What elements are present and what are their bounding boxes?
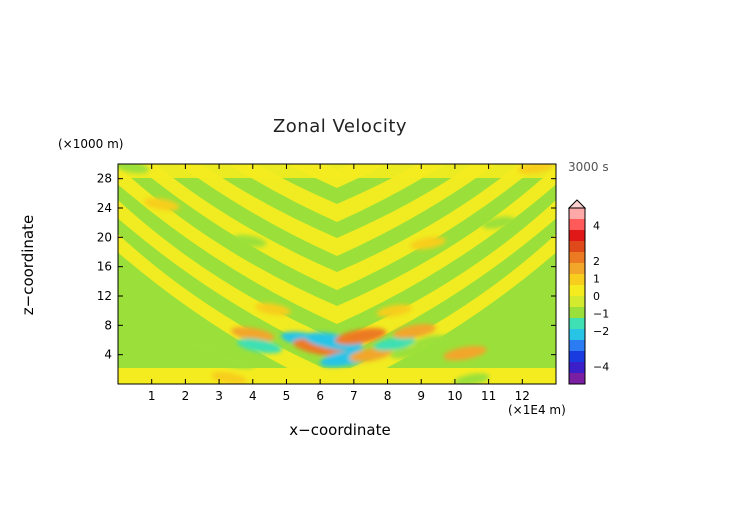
field-band: [337, 166, 556, 324]
velocity-cell: [216, 355, 256, 369]
x-tick-label: 3: [215, 389, 223, 403]
colorbar-segment: [569, 263, 585, 274]
velocity-cell: [392, 323, 437, 339]
y-tick-label: 24: [97, 201, 112, 215]
x-axis-title: x−coordinate: [289, 421, 391, 439]
velocity-cell: [144, 198, 180, 211]
velocity-cell: [373, 336, 416, 351]
velocity-field: [118, 164, 554, 384]
colorbar-tick-label: 1: [593, 272, 600, 285]
field-band: [337, 164, 496, 256]
chart-title: Zonal Velocity: [272, 116, 408, 137]
colorbar-segment: [569, 307, 585, 318]
y-tick-label: 8: [104, 318, 112, 332]
field-band: [287, 164, 337, 188]
colorbar-segment: [569, 296, 585, 307]
velocity-cell: [334, 328, 387, 345]
colorbar: 4 2 1 0 −1 −2 −4: [567, 199, 609, 385]
velocity-cell: [376, 304, 413, 317]
colorbar-tick-label: 2: [593, 255, 600, 268]
colorbar-tick-label: 0: [593, 290, 600, 303]
colorbar-extend-arrow: [567, 199, 587, 209]
field-band: [118, 200, 337, 358]
velocity-cell: [187, 341, 224, 354]
y-tick-label: 4: [104, 348, 112, 362]
colorbar-segment: [569, 318, 585, 329]
colorbar-tick-label: −2: [593, 325, 609, 338]
field-band: [337, 164, 446, 222]
x-tick-label: 5: [283, 389, 291, 403]
velocity-cell: [292, 338, 348, 356]
y-tick-label: 20: [97, 230, 112, 244]
colorbar-frame: [568, 207, 586, 385]
y-axis-title: z−coordinate: [19, 214, 37, 316]
velocity-cell: [231, 326, 275, 342]
field-band: [118, 166, 337, 324]
y-axis: 4 8 12 16 20 24 28: [97, 172, 556, 362]
colorbar-segment: [569, 274, 585, 285]
field-band: [337, 164, 540, 290]
colorbar-segment: [569, 351, 585, 362]
colorbar-segment: [569, 208, 585, 219]
x-tick-label: 7: [350, 389, 358, 403]
x-tick-label: 9: [417, 389, 425, 403]
velocity-cell: [454, 373, 490, 384]
y-tick-label: 16: [97, 260, 112, 274]
x-tick-label: 6: [316, 389, 324, 403]
field-band: [118, 164, 556, 178]
x-tick-label: 8: [384, 389, 392, 403]
colorbar-segment: [569, 285, 585, 296]
field-band: [337, 164, 387, 188]
velocity-cell: [232, 234, 267, 248]
velocity-cell: [237, 338, 282, 354]
field-band: [178, 164, 337, 256]
x-axis-units: (×1E4 m): [508, 403, 566, 417]
field-band: [337, 200, 556, 358]
velocity-cell: [211, 371, 247, 384]
colorbar-segment: [569, 340, 585, 351]
x-axis: 1 2 3 4 5 6 7 8 9 10 11 12: [148, 164, 530, 403]
velocity-cell: [443, 345, 487, 361]
time-label: 3000 s: [568, 160, 609, 174]
x-tick-label: 10: [447, 389, 462, 403]
x-tick-label: 2: [182, 389, 190, 403]
y-axis-units: (×1000 m): [58, 137, 124, 151]
y-tick-label: 12: [97, 289, 112, 303]
x-tick-label: 11: [481, 389, 496, 403]
velocity-cell: [390, 346, 426, 359]
colorbar-tick-label: −4: [593, 360, 609, 373]
y-tick-label: 28: [97, 172, 112, 186]
colorbar-segment: [569, 362, 585, 373]
field-band: [228, 164, 337, 222]
x-tick-label: 4: [249, 389, 257, 403]
x-tick-label: 1: [148, 389, 156, 403]
colorbar-segment: [569, 252, 585, 263]
velocity-cell: [255, 302, 291, 316]
velocity-cell: [304, 332, 364, 351]
velocity-cell: [413, 335, 450, 348]
field-band: [134, 164, 337, 290]
colorbar-tick-label: 4: [593, 220, 600, 233]
velocity-cell: [518, 164, 554, 174]
field-band: [118, 368, 556, 384]
plot-frame: [117, 163, 557, 385]
velocity-cell: [348, 347, 393, 362]
colorbar-segment: [569, 373, 585, 384]
x-tick-label: 12: [515, 389, 530, 403]
colorbar-segment: [569, 230, 585, 241]
colorbar-segment: [569, 241, 585, 252]
colorbar-tick-label: −1: [593, 308, 609, 321]
colorbar-segment: [569, 219, 585, 230]
colorbar-segment: [569, 329, 585, 340]
velocity-cell: [118, 164, 150, 174]
plot-background: [118, 164, 556, 384]
velocity-cell: [481, 216, 516, 229]
velocity-cell: [410, 236, 446, 250]
